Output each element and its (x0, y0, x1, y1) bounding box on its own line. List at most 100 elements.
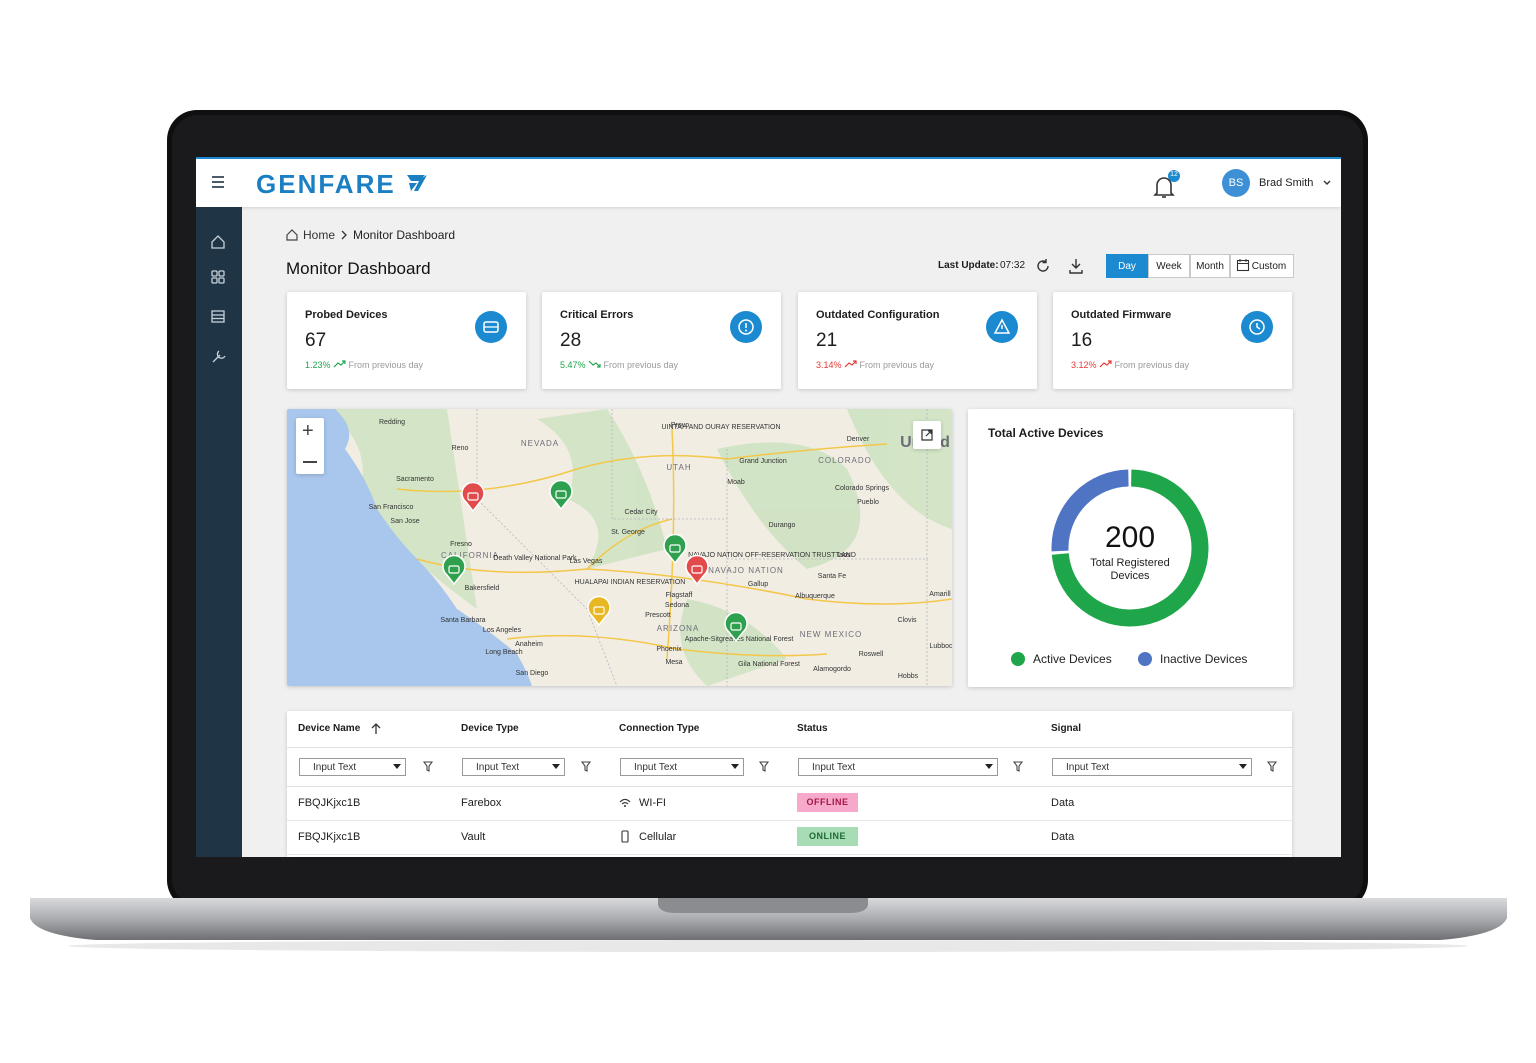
map-pin (549, 479, 573, 511)
range-button[interactable]: Month (1190, 254, 1230, 278)
logo-mark (407, 175, 427, 191)
stat-title: Outdated Firmware (1071, 309, 1172, 321)
map-label: San Jose (390, 518, 419, 525)
map-label: Apache-Sitgreaves National Forest (685, 636, 794, 643)
status-badge: ONLINE (797, 827, 858, 846)
range-button[interactable]: Day (1106, 254, 1148, 278)
map-pin (724, 611, 748, 643)
map-label: NAVAJO NATION (708, 566, 784, 575)
map-label: NEVADA (521, 439, 559, 448)
stat-icon (475, 311, 507, 343)
stat-note: From previous day (348, 360, 424, 370)
download-icon[interactable] (1069, 259, 1083, 274)
map-pin-glyph (691, 565, 703, 574)
fullscreen-button[interactable] (913, 421, 941, 449)
breadcrumb-home-icon (286, 229, 298, 241)
column-header[interactable]: Connection Type (619, 723, 700, 734)
map-label: Sacramento (396, 476, 434, 483)
legend-label: Inactive Devices (1160, 652, 1247, 666)
bell-icon[interactable] (1153, 177, 1175, 198)
map-label: Long Beach (485, 649, 522, 656)
map[interactable]: Redding Reno NEVADA Provo UINTAH AND OURAY R… (287, 409, 952, 686)
map-label: Reno (452, 445, 469, 452)
filter-dropdown[interactable]: Input Text (299, 758, 406, 776)
stat-change: 1.23% (305, 360, 331, 370)
nav-tools[interactable] (212, 350, 226, 363)
page-title: Monitor Dashboard (286, 259, 431, 278)
column-header[interactable]: Device Name (298, 723, 361, 734)
map-label: Colorado Springs (835, 485, 890, 492)
stat-icon (730, 311, 762, 343)
map-label: Gallup (748, 581, 768, 588)
legend-swatch (1138, 652, 1152, 666)
breadcrumb-link[interactable]: Home (303, 228, 336, 242)
map-label: San Francisco (369, 504, 414, 511)
filter-icon (423, 761, 433, 772)
map-label: Moab (727, 479, 745, 486)
zoom-out[interactable] (303, 461, 317, 463)
user-name[interactable]: Brad Smith (1259, 177, 1314, 189)
status-badge: OFFLINE (797, 793, 858, 812)
device-table (287, 711, 1292, 857)
top-bar (196, 157, 1341, 207)
screen-icons (211, 169, 1331, 363)
map-label: Alamogordo (813, 666, 851, 673)
avatar-initials: BS (1228, 177, 1244, 189)
column-header[interactable]: Signal (1051, 723, 1082, 734)
stat-title: Probed Devices (305, 309, 388, 321)
filter-icon (1267, 761, 1277, 772)
dropdown-caret (393, 764, 401, 769)
map-label: Death Valley National Park (493, 555, 577, 562)
table-cell: Farebox (461, 797, 502, 809)
map-label: Santa Fe (818, 573, 847, 580)
zoom-in[interactable]: + (302, 420, 314, 442)
stat-note: From previous day (603, 360, 679, 370)
menu-icon[interactable] (212, 176, 224, 188)
map-label: Bakersfield (465, 585, 500, 592)
trend-icon (588, 360, 601, 368)
filter-dropdown[interactable]: Input Text (798, 758, 998, 776)
filter-dropdown[interactable]: Input Text (620, 758, 744, 776)
dropdown-caret (985, 764, 993, 769)
map-label: COLORADO (818, 456, 872, 465)
map-label: Albuquerque (795, 593, 835, 600)
map-label: NAVAJO NATION OFF-RESERVATION TRUST LAND (688, 552, 856, 559)
refresh-icon[interactable] (1037, 259, 1049, 272)
toolbar-icons (1037, 259, 1083, 274)
nav-home[interactable] (211, 235, 225, 249)
nav-list[interactable] (211, 310, 225, 323)
map-label: Hobbs (898, 673, 919, 680)
stat-icon (1241, 311, 1273, 343)
range-button[interactable]: Custom (1230, 254, 1294, 278)
map-label: Taos (836, 552, 851, 559)
filter-dropdown[interactable]: Input Text (1052, 758, 1252, 776)
map-pin (442, 554, 466, 586)
donut-chart: Total Active Devices Active Devices Inacti… (988, 426, 1247, 666)
map-label: Santa Barbara (440, 617, 485, 624)
map-label: UTAH (666, 463, 691, 472)
dropdown-caret (552, 764, 560, 769)
stat-title: Outdated Configuration (816, 309, 940, 321)
map-label: Denver (847, 436, 870, 443)
stat-value: 28 (560, 330, 582, 351)
breadcrumb-separator (341, 230, 347, 240)
map-label: Clovis (897, 617, 917, 624)
column-header[interactable]: Status (797, 723, 828, 734)
stat-value: 16 (1071, 330, 1093, 351)
filter-dropdown[interactable]: Input Text (462, 758, 565, 776)
map-label: Prescott (645, 612, 671, 619)
map-pin (587, 595, 611, 627)
calendar-icon (1236, 259, 1250, 272)
map-label: Sedona (665, 602, 689, 609)
range-button[interactable]: Week (1148, 254, 1190, 278)
stat-change: 3.12% (1071, 360, 1097, 370)
map-label: Roswell (859, 651, 884, 658)
map-label: Flagstaff (666, 592, 693, 599)
map-label: ARIZONA (657, 624, 700, 633)
column-header[interactable]: Device Type (461, 723, 519, 734)
donut-total: 200 (1105, 521, 1155, 554)
nav-dashboard[interactable] (211, 270, 225, 284)
stat-icon (986, 311, 1018, 343)
